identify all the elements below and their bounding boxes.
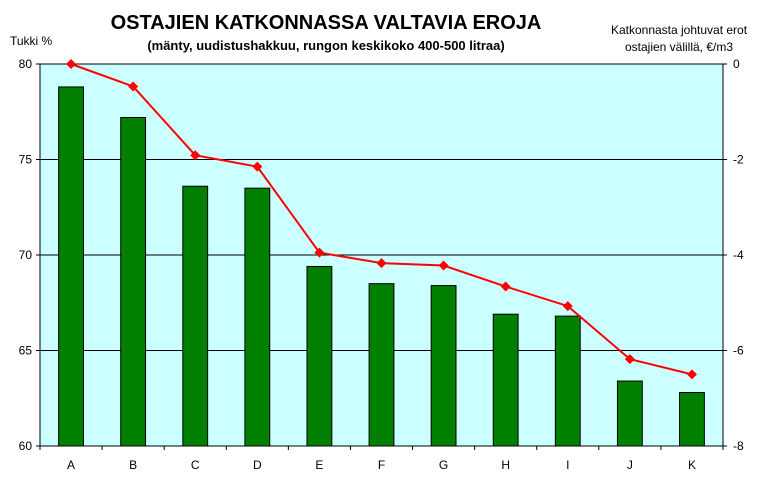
bar: [492, 313, 519, 447]
right-tick-label: -8: [733, 439, 744, 453]
x-tick-label: H: [501, 458, 510, 472]
right-tick-label: -6: [733, 344, 744, 358]
left-tick-label: 65: [19, 344, 33, 358]
chart-subtitle: (mänty, uudistushakkuu, rungon keskikoko…: [147, 38, 504, 53]
left-tick-label: 60: [19, 439, 33, 453]
line-point: [438, 260, 449, 271]
line-point: [190, 150, 201, 161]
right-axis-label-line1: Katkonnasta johtuvat erot: [611, 23, 748, 37]
right-tick-label: -4: [733, 248, 744, 262]
x-tick-label: D: [253, 458, 262, 472]
line-series: [66, 59, 697, 380]
line-point: [376, 258, 387, 269]
bar: [368, 283, 395, 447]
right-tick-label: 0: [733, 57, 740, 71]
left-axis-label: Tukki %: [10, 34, 53, 48]
bar: [430, 285, 457, 447]
bar: [58, 86, 84, 447]
chart-title: OSTAJIEN KATKONNASSA VALTAVIA EROJA: [111, 12, 542, 34]
line-point: [686, 369, 697, 380]
x-tick-label: K: [688, 458, 696, 472]
bar: [120, 116, 147, 447]
x-tick-label: E: [315, 458, 323, 472]
left-tick-label: 70: [19, 248, 33, 262]
x-tick-label: F: [378, 458, 385, 472]
line-point: [252, 161, 263, 172]
bar: [244, 187, 271, 447]
tick-marks-and-labels: 60 65 70 75 80 -8 -6 -4 -2 0 A B C D E F G H I J K: [19, 57, 744, 472]
bar: [616, 380, 643, 447]
line-point: [128, 81, 139, 92]
line-point: [624, 354, 635, 365]
line-point: [66, 59, 77, 69]
bar: [306, 265, 333, 447]
x-tick-label: B: [129, 458, 137, 472]
left-tick-label: 80: [19, 57, 33, 71]
x-tick-label: I: [566, 458, 569, 472]
x-tick-label: C: [191, 458, 200, 472]
left-tick-label: 75: [19, 153, 33, 167]
bar: [182, 185, 209, 447]
line-point: [500, 281, 511, 292]
line-point: [562, 301, 573, 312]
right-axis-label-line2: ostajien välillä, €/m3: [625, 40, 733, 54]
right-tick-label: -2: [733, 153, 744, 167]
x-tick-label: G: [439, 458, 448, 472]
x-tick-label: J: [627, 458, 633, 472]
bar: [679, 392, 705, 447]
bar: [554, 315, 581, 447]
line-point: [314, 247, 325, 258]
x-tick-label: A: [67, 458, 75, 472]
